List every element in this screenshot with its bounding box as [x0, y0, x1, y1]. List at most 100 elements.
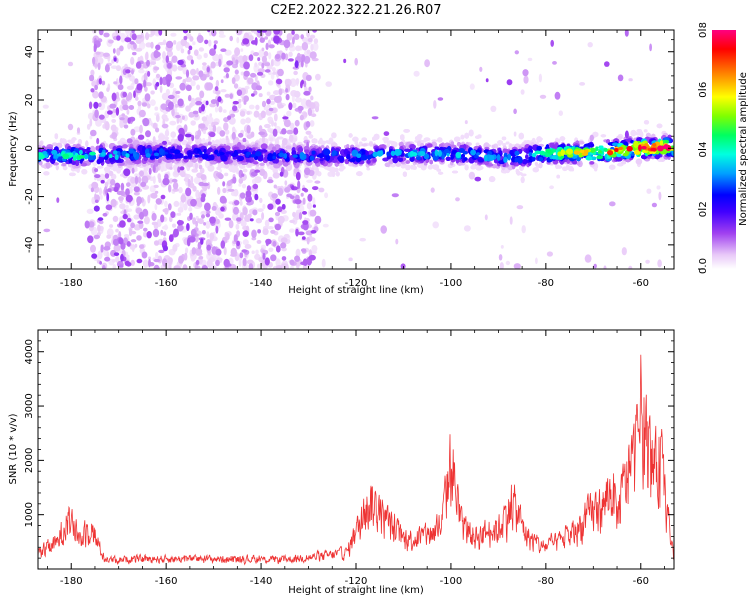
spectrogram-cell [175, 90, 181, 95]
spectrogram-cell [609, 201, 616, 207]
spectrogram-cell [306, 49, 311, 55]
spectrogram-cell [232, 105, 238, 112]
spectrogram-cell [275, 54, 281, 60]
spectrogram-cell [178, 186, 183, 194]
spectrogram-cell [126, 217, 132, 223]
spectrogram-cell [382, 137, 389, 142]
spectrogram-cell [468, 129, 474, 137]
spectrogram-cell [243, 70, 250, 77]
spectrogram-cell [643, 120, 650, 125]
spectrogram-cell [154, 190, 159, 194]
spectrogram-cell [403, 129, 410, 133]
spectrogram-cell [176, 116, 180, 124]
spectrogram-cell [168, 262, 172, 269]
spectrogram-cell [134, 78, 139, 85]
spectrogram-cell [587, 42, 593, 48]
spectrogram-cell [135, 34, 143, 39]
spectrogram-cell [131, 69, 134, 75]
spectrogram-cell [98, 114, 105, 120]
spectrogram-cell [193, 49, 199, 56]
spectrogram-cell [164, 130, 170, 137]
spectrogram-cell [254, 169, 261, 173]
spectrogram-cell [306, 30, 310, 38]
spectrogram-cell [125, 204, 129, 209]
spectrogram-cell [371, 116, 379, 120]
spectrogram-cell [516, 205, 524, 210]
spectrogram-cell [518, 132, 524, 140]
spectrogram-cell [264, 69, 271, 73]
spectrogram-cell [192, 75, 200, 81]
spectrogram-cell [184, 133, 192, 138]
spectrogram-cell [300, 192, 304, 197]
spectrogram-cell [295, 228, 299, 237]
spectrogram-cell [305, 74, 312, 82]
spectrogram-cell [182, 65, 187, 75]
spectrogram-cell [215, 139, 220, 144]
spectrogram-cell [118, 196, 124, 201]
spectrogram-cell [185, 247, 189, 254]
spectrogram-cell [186, 237, 191, 247]
spectrogram-cell [246, 259, 254, 265]
spectrogram-cell [431, 164, 437, 169]
spectrogram-cell [164, 200, 168, 208]
spectrogram-cell [165, 55, 169, 64]
spectrogram-cell [243, 100, 247, 105]
spectrogram-cell [227, 188, 235, 192]
spectrogram-cell [242, 137, 247, 143]
spectrogram-cell [238, 177, 244, 184]
spectrogram-cell [324, 192, 329, 199]
spectrogram-cell [340, 166, 346, 170]
spectrogram-cell [250, 131, 255, 138]
spectrogram-cell [145, 51, 149, 61]
spectrogram-cell [198, 70, 204, 78]
spectrogram-cell [513, 108, 517, 115]
spectrogram-cell [192, 110, 199, 115]
spectrogram-cell [233, 83, 239, 89]
spectrogram-cell [189, 36, 194, 42]
spectrogram-cell [270, 229, 276, 234]
spectrogram-cell [556, 174, 560, 179]
spectrogram-cell [246, 185, 251, 192]
spectrogram-cell [198, 164, 203, 170]
spectrogram-cell [195, 220, 199, 228]
spectrogram-cell [313, 38, 319, 44]
spectrogram-cell [292, 211, 296, 218]
spectrogram-cell [498, 254, 503, 261]
spectrogram-cell [297, 231, 305, 236]
spectrogram-cell [275, 245, 281, 253]
spectrogram-cell [243, 32, 250, 40]
spectrogram-cell [220, 206, 225, 212]
spectrogram-cell [96, 56, 104, 65]
spectrogram-cell [89, 74, 95, 82]
spectrogram-cell [218, 58, 222, 68]
spectrogram-cell [136, 235, 142, 241]
spectrogram-cell [656, 185, 661, 190]
spectrogram-cell [308, 249, 313, 257]
spectrogram-cell [501, 136, 507, 141]
spectrogram-cell [98, 187, 102, 196]
spectrogram-cell [127, 73, 132, 78]
spectrogram-cell [361, 143, 368, 147]
spectrogram-cell [628, 78, 633, 82]
spectrogram-cell [310, 95, 314, 101]
spectrogram-cell [630, 129, 637, 137]
spectrogram-cell [220, 240, 226, 249]
spectrogram-cell [254, 176, 262, 184]
spectrogram-cell [84, 220, 90, 229]
spectrogram-cell [130, 222, 136, 229]
spectrogram-cell [281, 52, 286, 60]
spectrogram-cell [178, 127, 185, 135]
spectrogram-cell [124, 37, 132, 43]
spectrogram-cell [348, 257, 353, 262]
spectrogram-cell [242, 168, 248, 173]
spectrogram-cell [143, 79, 147, 88]
spectrogram-cell [123, 168, 131, 177]
spectrogram-cell [253, 110, 260, 118]
spectrogram-cell [438, 171, 444, 175]
spectrogram-cell [162, 245, 168, 252]
spectrogram-cell [309, 120, 315, 127]
spectrogram-cell [266, 98, 271, 105]
spectrogram-cell [56, 197, 60, 203]
spectrogram-cell [475, 142, 480, 146]
spectrogram-cell [154, 203, 158, 211]
